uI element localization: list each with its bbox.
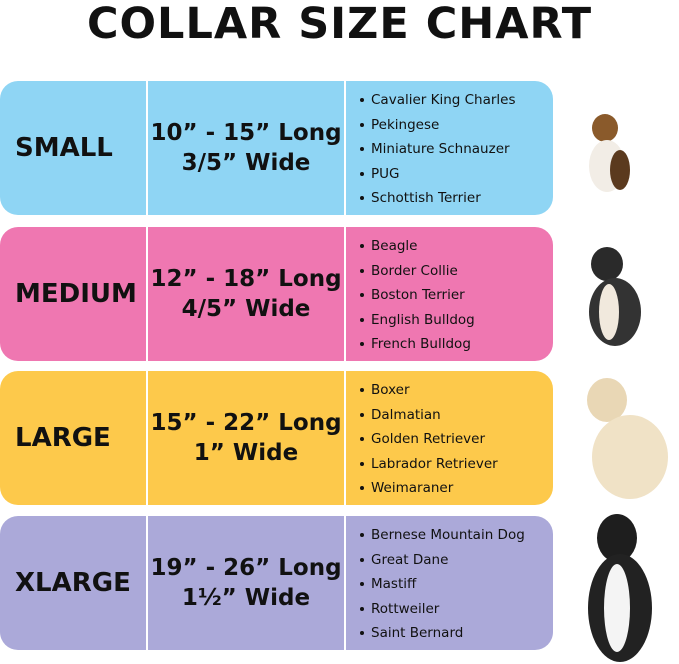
bullet [360,461,364,466]
breed: Schottish Terrier [371,190,481,207]
width: 3/5” Wide [181,150,311,176]
bullet [360,437,364,442]
breed-item: Pekingese [360,113,553,138]
breed: Pekingese [371,116,440,133]
breed: Bernese Mountain Dog [371,527,525,544]
dimensions: 10” - 15” Long 3/5” Wide [148,81,346,215]
dog-image [588,514,652,662]
bullet [360,631,364,636]
breed-item: Golden Retriever [360,427,553,452]
breed-item: Weimaraner [360,476,553,501]
breed-item: Rottweiler [360,597,553,622]
dog-image [589,247,641,346]
length: 12” - 18” Long [150,266,342,292]
size-label: XLARGE [0,516,148,650]
bullet [360,98,364,103]
bullet [360,412,364,417]
breed-item: Cavalier King Charles [360,88,553,113]
breed-item: Mastiff [360,572,553,597]
breed-list: Bernese Mountain Dog Great Dane Mastiff Rot… [346,516,553,650]
breed: French Bulldog [371,336,471,353]
size-row: SMALL 10” - 15” Long 3/5” Wide Cavalier Kin… [0,81,553,215]
bullet [360,533,364,538]
size-row: LARGE 15” - 22” Long 1” Wide Boxer Dalmatian… [0,371,553,505]
bullet [360,486,364,491]
bullet [360,606,364,611]
dog-image [589,114,630,192]
bullet [360,557,364,562]
breed-list: Beagle Border Collie Boston Terrier English… [346,227,553,361]
breed: Border Collie [371,262,458,279]
length: 15” - 22” Long [150,410,342,436]
breed-item: French Bulldog [360,332,553,357]
size-row: XLARGE 19” - 26” Long 1½” Wide Bernese Moun… [0,516,553,650]
bullet [360,582,364,587]
breed-item: Schottish Terrier [360,186,553,211]
breed-item: PUG [360,162,553,187]
bullet [360,147,364,152]
size-label: MEDIUM [0,227,148,361]
width: 4/5” Wide [181,296,311,322]
breed: Boxer [371,382,410,399]
breed-item: Beagle [360,234,553,259]
breed: Miniature Schnauzer [371,141,510,158]
breed: Saint Bernard [371,625,464,642]
bullet [360,122,364,127]
size-row: MEDIUM 12” - 18” Long 4/5” Wide Beagle Borde… [0,227,553,361]
breed: Beagle [371,238,418,255]
dimensions: 19” - 26” Long 1½” Wide [148,516,346,650]
size-label: LARGE [0,371,148,505]
breed: Golden Retriever [371,431,486,448]
breed: Weimaraner [371,480,454,497]
breed-item: Boxer [360,378,553,403]
breed-item: Bernese Mountain Dog [360,523,553,548]
breed-item: Border Collie [360,259,553,284]
dimensions: 15” - 22” Long 1” Wide [148,371,346,505]
title: COLLAR SIZE CHART [86,0,593,49]
breed-list: Boxer Dalmatian Golden Retriever Labrador R… [346,371,553,505]
breed: Rottweiler [371,600,440,617]
breed: Boston Terrier [371,287,465,304]
width: 1” Wide [193,440,299,466]
breed: Labrador Retriever [371,455,498,472]
breed-item: Miniature Schnauzer [360,137,553,162]
bullet [360,244,364,249]
size-label: SMALL [0,81,148,215]
bullet [360,196,364,201]
bullet [360,342,364,347]
breed-item: Boston Terrier [360,283,553,308]
breed: Dalmatian [371,406,441,423]
breed-item: Labrador Retriever [360,452,553,477]
bullet [360,388,364,393]
bullet [360,317,364,322]
breed-item: Dalmatian [360,403,553,428]
length: 19” - 26” Long [150,555,342,581]
length: 10” - 15” Long [150,120,342,146]
breed: PUG [371,165,400,182]
breed-item: Great Dane [360,548,553,573]
breed: English Bulldog [371,311,475,328]
breed-item: English Bulldog [360,308,553,333]
breed: Mastiff [371,576,417,593]
breed: Great Dane [371,551,449,568]
width: 1½” Wide [181,585,311,611]
bullet [360,171,364,176]
bullet [360,268,364,273]
bullet [360,293,364,298]
breed: Cavalier King Charles [371,92,516,109]
breed-item: Saint Bernard [360,621,553,646]
dimensions: 12” - 18” Long 4/5” Wide [148,227,346,361]
breed-list: Cavalier King Charles Pekingese Miniature … [346,81,553,215]
dog-image [587,378,668,499]
